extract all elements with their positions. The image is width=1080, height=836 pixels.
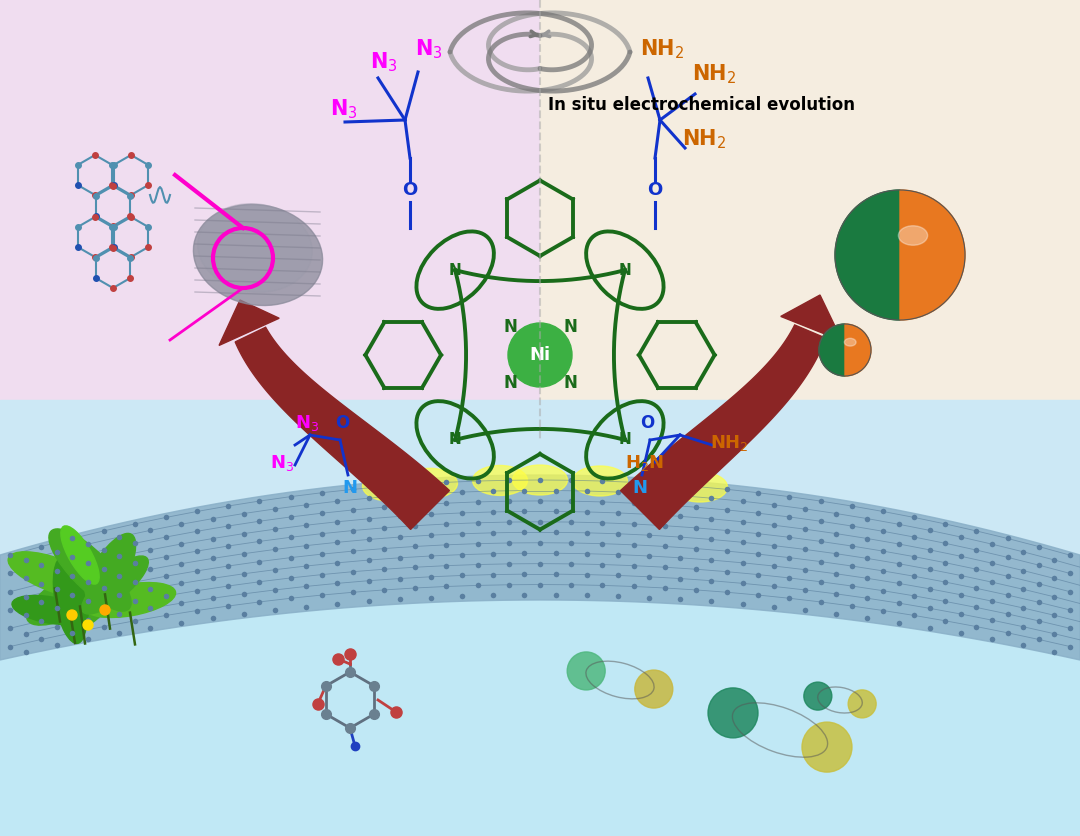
Text: N$_3$: N$_3$ [330,97,357,120]
Text: In situ electrochemical evolution: In situ electrochemical evolution [548,96,855,114]
Ellipse shape [193,205,323,305]
Polygon shape [781,295,842,341]
Ellipse shape [673,472,728,502]
Text: N: N [449,432,461,447]
Bar [0,0,540,500]
Text: N$_3$: N$_3$ [270,453,294,473]
Polygon shape [900,190,966,320]
Text: NH$_2$: NH$_2$ [692,62,737,85]
Ellipse shape [572,466,627,496]
Ellipse shape [53,557,86,644]
Ellipse shape [804,682,832,710]
Ellipse shape [82,556,148,614]
Text: N: N [633,479,648,497]
Circle shape [508,323,572,387]
Text: N: N [563,318,577,336]
Ellipse shape [49,529,131,611]
Text: O: O [647,181,663,199]
Text: N: N [619,432,631,447]
Text: O: O [403,181,418,199]
Text: N: N [342,479,357,497]
Ellipse shape [84,583,176,618]
Circle shape [67,610,77,620]
Text: N: N [503,374,517,392]
Ellipse shape [27,555,134,625]
Text: N: N [619,263,631,278]
Polygon shape [621,325,826,529]
Bar [0,580,1080,836]
Bar [540,0,1080,500]
Text: N: N [449,263,461,278]
Ellipse shape [567,652,605,690]
Circle shape [100,605,110,615]
Circle shape [83,620,93,630]
Ellipse shape [899,226,928,245]
Text: NH$_2$: NH$_2$ [710,433,748,453]
Ellipse shape [9,552,102,599]
Ellipse shape [848,690,876,718]
Ellipse shape [198,204,312,293]
Bar [0,400,1080,836]
Ellipse shape [75,533,136,627]
Text: N: N [503,318,517,336]
Polygon shape [0,475,1080,660]
Text: N$_3$: N$_3$ [370,50,397,74]
Text: N$_3$: N$_3$ [295,413,320,433]
Polygon shape [819,324,845,376]
Text: N: N [563,374,577,392]
Text: NH$_2$: NH$_2$ [640,37,685,60]
Polygon shape [219,300,280,345]
Ellipse shape [60,526,99,584]
Ellipse shape [12,595,87,624]
Ellipse shape [513,465,567,495]
Text: O: O [335,414,349,432]
Text: N$_3$: N$_3$ [415,37,443,60]
Polygon shape [835,190,900,320]
Ellipse shape [633,469,688,499]
Ellipse shape [845,339,856,346]
Text: NH$_2$: NH$_2$ [681,127,727,150]
Ellipse shape [473,466,527,496]
Polygon shape [235,327,449,529]
Text: Ni: Ni [529,346,551,364]
Text: O: O [640,414,654,432]
Ellipse shape [635,670,673,708]
Ellipse shape [403,468,458,498]
Ellipse shape [708,688,758,738]
Ellipse shape [363,472,418,501]
Ellipse shape [802,722,852,772]
Polygon shape [845,324,870,376]
Text: H$_2$N: H$_2$N [625,453,664,473]
